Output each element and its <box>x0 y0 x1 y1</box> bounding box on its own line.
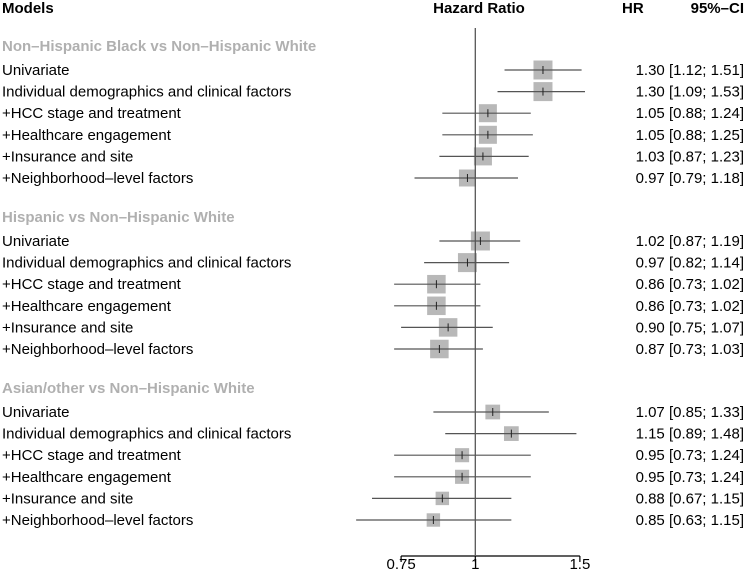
row-hr-ci: 0.95 [0.73; 1.24] <box>636 469 744 486</box>
row-label: +HCC stage and treatment <box>2 276 182 293</box>
row-hr-ci: 1.03 [0.87; 1.23] <box>636 148 744 165</box>
row-label: +Neighborhood–level factors <box>2 341 193 358</box>
row-hr-ci: 0.90 [0.75; 1.07] <box>636 319 744 336</box>
row-hr-ci: 0.86 [0.73; 1.02] <box>636 276 744 293</box>
row-label: Individual demographics and clinical fac… <box>2 255 291 272</box>
x-tick-label: 1.5 <box>569 556 590 570</box>
row-label: +HCC stage and treatment <box>2 105 182 122</box>
row-label: +Healthcare engagement <box>2 469 172 486</box>
x-tick-label: 0.75 <box>386 556 415 570</box>
row-label: +Neighborhood–level factors <box>2 170 193 187</box>
row-label: Univariate <box>2 233 70 250</box>
row-label: +HCC stage and treatment <box>2 447 182 464</box>
row-hr-ci: 1.15 [0.89; 1.48] <box>636 426 744 443</box>
row-label: +Insurance and site <box>2 148 133 165</box>
row-hr-ci: 1.30 [1.12; 1.51] <box>636 62 744 79</box>
row-label: +Healthcare engagement <box>2 298 172 315</box>
x-tick-label: 1 <box>471 556 479 570</box>
row-label: Individual demographics and clinical fac… <box>2 84 291 101</box>
header-hr: HR <box>622 0 644 17</box>
row-label: Univariate <box>2 404 70 421</box>
header-ci: 95%–CI <box>691 0 744 17</box>
row-hr-ci: 0.88 [0.67; 1.15] <box>636 490 744 507</box>
row-hr-ci: 1.05 [0.88; 1.25] <box>636 127 744 144</box>
row-hr-ci: 1.30 [1.09; 1.53] <box>636 84 744 101</box>
row-hr-ci: 1.02 [0.87; 1.19] <box>636 233 744 250</box>
row-hr-ci: 0.87 [0.73; 1.03] <box>636 341 744 358</box>
group-title: Hispanic vs Non–Hispanic White <box>2 209 235 226</box>
row-hr-ci: 1.07 [0.85; 1.33] <box>636 404 744 421</box>
group-title: Non–Hispanic Black vs Non–Hispanic White <box>2 38 316 55</box>
row-label: +Healthcare engagement <box>2 127 172 144</box>
header-hazard-ratio: Hazard Ratio <box>433 0 525 17</box>
row-label: Individual demographics and clinical fac… <box>2 426 291 443</box>
row-hr-ci: 1.05 [0.88; 1.24] <box>636 105 744 122</box>
row-label: +Neighborhood–level factors <box>2 512 193 529</box>
row-hr-ci: 0.95 [0.73; 1.24] <box>636 447 744 464</box>
group-title: Asian/other vs Non–Hispanic White <box>2 380 255 397</box>
row-label: +Insurance and site <box>2 319 133 336</box>
row-hr-ci: 0.97 [0.79; 1.18] <box>636 170 744 187</box>
header-models: Models <box>2 0 54 17</box>
row-hr-ci: 0.85 [0.63; 1.15] <box>636 512 744 529</box>
row-label: +Insurance and site <box>2 490 133 507</box>
row-label: Univariate <box>2 62 70 79</box>
row-hr-ci: 0.97 [0.82; 1.14] <box>636 255 744 272</box>
row-hr-ci: 0.86 [0.73; 1.02] <box>636 298 744 315</box>
x-axis: 0.75 1 1.5 <box>386 28 590 570</box>
forest-rows: Non–Hispanic Black vs Non–Hispanic White… <box>2 38 744 529</box>
